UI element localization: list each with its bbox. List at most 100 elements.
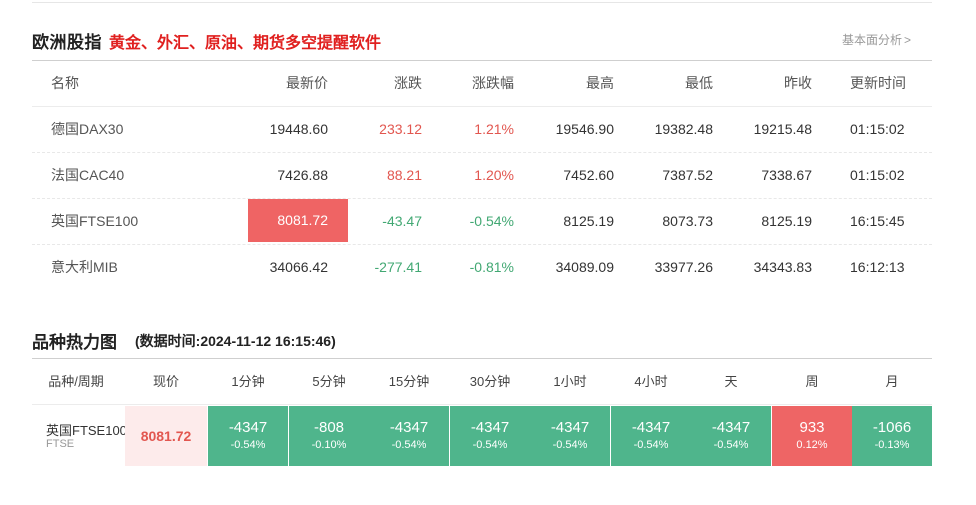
heat-cell-day[interactable]: -4347 -0.54% bbox=[691, 406, 771, 466]
current-price: 8081.72 bbox=[125, 406, 207, 466]
section-rule bbox=[32, 60, 932, 61]
promo-link[interactable]: 黄金、外汇、原油、期货多空提醒软件 bbox=[109, 35, 382, 52]
chevron-right-icon: > bbox=[903, 33, 911, 47]
heat-cell-1hour[interactable]: -4347 -0.54% bbox=[530, 406, 610, 466]
col-header-4hour: 4小时 bbox=[634, 374, 668, 389]
low-value: 7387.52 bbox=[662, 167, 713, 183]
table-header-row: 名称 最新价 涨跌 涨跌幅 最高 最低 昨收 更新时间 bbox=[32, 61, 932, 107]
fundamental-analysis-link[interactable]: 基本面分析 > bbox=[842, 31, 911, 48]
index-name[interactable]: 德国DAX30 bbox=[51, 121, 124, 137]
change-percent: -0.81% bbox=[469, 259, 514, 275]
prev-close: 34343.83 bbox=[753, 259, 812, 275]
heat-value: -4347 bbox=[389, 419, 429, 436]
heat-cell-5min[interactable]: -808 -0.10% bbox=[289, 406, 369, 466]
col-header-1min: 1分钟 bbox=[231, 374, 265, 389]
update-time: 01:15:02 bbox=[850, 121, 905, 137]
col-header-high: 最高 bbox=[586, 75, 614, 91]
heat-cell-week[interactable]: 933 0.12% bbox=[772, 406, 852, 466]
latest-price: 7426.88 bbox=[277, 167, 328, 183]
latest-price: 8081.72 bbox=[277, 212, 328, 228]
col-header-low: 最低 bbox=[685, 75, 713, 91]
col-header-change: 涨跌 bbox=[394, 75, 422, 91]
prev-close: 8125.19 bbox=[761, 213, 812, 229]
fundamental-analysis-label: 基本面分析 bbox=[841, 33, 902, 47]
heat-cell-1min[interactable]: -4347 -0.54% bbox=[208, 406, 288, 466]
col-header-time: 更新时间 bbox=[850, 75, 906, 91]
col-header-15min: 15分钟 bbox=[388, 374, 430, 389]
heat-percent: -0.54% bbox=[472, 439, 508, 451]
update-time: 16:15:45 bbox=[850, 213, 905, 229]
high-value: 34089.09 bbox=[555, 259, 614, 275]
prev-close: 7338.67 bbox=[761, 167, 812, 183]
heatmap-row[interactable]: 英国FTSE100 FTSE 8081.72 -4347 -0.54% -808… bbox=[32, 406, 932, 466]
top-divider bbox=[32, 2, 932, 3]
section-header-european-indices: 欧洲股指 黄金、外汇、原油、期货多空提醒软件 基本面分析 > bbox=[32, 28, 932, 52]
heat-value: -4347 bbox=[470, 419, 510, 436]
heat-percent: -0.54% bbox=[391, 439, 427, 451]
heat-percent: -0.54% bbox=[633, 439, 669, 451]
low-value: 19382.48 bbox=[654, 121, 713, 137]
index-name[interactable]: 意大利MIB bbox=[51, 259, 118, 275]
change-value: -43.47 bbox=[382, 213, 422, 229]
heat-value: -4347 bbox=[550, 419, 590, 436]
col-header-30min: 30分钟 bbox=[469, 374, 511, 389]
low-value: 8073.73 bbox=[662, 213, 713, 229]
heatmap-header-row: 品种/周期 现价 1分钟 5分钟 15分钟 30分钟 1小时 4小时 天 周 月 bbox=[32, 359, 932, 405]
heat-cell-4hour[interactable]: -4347 -0.54% bbox=[611, 406, 691, 466]
update-time: 01:15:02 bbox=[850, 167, 905, 183]
heat-value: 933 bbox=[799, 419, 825, 436]
heat-value: -4347 bbox=[711, 419, 751, 436]
heat-percent: -0.54% bbox=[230, 439, 266, 451]
col-header-week: 周 bbox=[805, 374, 819, 389]
heat-value: -4347 bbox=[631, 419, 671, 436]
col-header-1hour: 1小时 bbox=[553, 374, 587, 389]
prev-close: 19215.48 bbox=[753, 121, 812, 137]
change-value: 88.21 bbox=[386, 167, 422, 183]
heat-percent: -0.13% bbox=[874, 439, 910, 451]
table-row[interactable]: 意大利MIB 34066.42 -277.41 -0.81% 34089.09 … bbox=[32, 245, 932, 290]
section-title: 欧洲股指 bbox=[32, 33, 102, 52]
index-name[interactable]: 英国FTSE100 bbox=[51, 213, 139, 229]
section-header-heatmap: 品种热力图 (数据时间:2024-11-12 16:15:46) bbox=[32, 328, 932, 352]
heat-percent: -0.10% bbox=[311, 439, 347, 451]
index-name[interactable]: 法国CAC40 bbox=[51, 167, 125, 183]
update-time: 16:12:13 bbox=[850, 259, 905, 275]
heat-cell-30min[interactable]: -4347 -0.54% bbox=[450, 406, 530, 466]
table-row[interactable]: 法国CAC40 7426.88 88.21 1.20% 7452.60 7387… bbox=[32, 153, 932, 199]
table-row[interactable]: 英国FTSE100 8081.72 -43.47 -0.54% 8125.19 … bbox=[32, 199, 932, 245]
change-percent: 1.21% bbox=[474, 121, 514, 137]
latest-price: 19448.60 bbox=[269, 121, 328, 137]
heat-value: -1066 bbox=[872, 419, 912, 436]
heat-percent: -0.54% bbox=[552, 439, 588, 451]
product-name[interactable]: 英国FTSE100 bbox=[46, 423, 127, 438]
high-value: 7452.60 bbox=[563, 167, 614, 183]
heat-value: -4347 bbox=[228, 419, 268, 436]
high-value: 8125.19 bbox=[563, 213, 614, 229]
col-header-product: 品种/周期 bbox=[48, 374, 104, 389]
col-header-name: 名称 bbox=[51, 75, 79, 91]
data-timestamp: (数据时间:2024-11-12 16:15:46) bbox=[135, 333, 336, 349]
change-value: -277.41 bbox=[374, 259, 422, 275]
change-percent: 1.20% bbox=[474, 167, 514, 183]
section-title: 品种热力图 bbox=[32, 333, 117, 352]
heat-percent: -0.54% bbox=[713, 439, 749, 451]
heat-cell-15min[interactable]: -4347 -0.54% bbox=[369, 406, 449, 466]
col-header-price: 最新价 bbox=[286, 75, 328, 91]
latest-price: 34066.42 bbox=[269, 259, 328, 275]
latest-price-flash: 8081.72 bbox=[248, 199, 348, 242]
col-header-pct: 涨跌幅 bbox=[472, 75, 514, 91]
col-header-prev: 昨收 bbox=[784, 75, 812, 91]
heat-cell-month[interactable]: -1066 -0.13% bbox=[852, 406, 932, 466]
change-value: 233.12 bbox=[379, 121, 422, 137]
col-header-month: 月 bbox=[885, 374, 899, 389]
col-header-price: 现价 bbox=[152, 374, 179, 389]
product-code: FTSE bbox=[46, 438, 75, 450]
table-row[interactable]: 德国DAX30 19448.60 233.12 1.21% 19546.90 1… bbox=[32, 107, 932, 153]
high-value: 19546.90 bbox=[555, 121, 614, 137]
heatmap-table: 品种/周期 现价 1分钟 5分钟 15分钟 30分钟 1小时 4小时 天 周 月… bbox=[32, 359, 932, 466]
change-percent: -0.54% bbox=[469, 213, 514, 229]
col-header-5min: 5分钟 bbox=[312, 374, 346, 389]
heat-value: -808 bbox=[313, 419, 345, 436]
heat-percent: 0.12% bbox=[796, 439, 828, 451]
section-rule bbox=[32, 358, 932, 359]
